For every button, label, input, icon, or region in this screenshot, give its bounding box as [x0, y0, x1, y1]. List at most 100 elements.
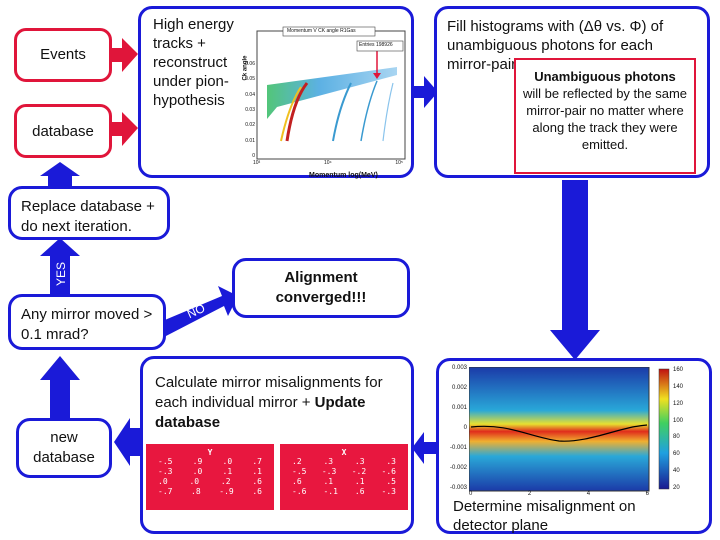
arrow-newdb-to-question — [40, 356, 80, 418]
note-title: Unambiguous photons — [534, 69, 676, 84]
ck-curve-1b — [280, 86, 302, 142]
table-cell: -.5 — [158, 457, 173, 466]
plot2-xtick: 4 — [586, 491, 591, 497]
question-text: Any mirror moved > 0.1 mrad? — [21, 306, 153, 343]
table-cell: .6 — [252, 487, 262, 496]
table-cell: .2 — [292, 457, 302, 466]
cbar-tick: 100 — [673, 417, 684, 424]
cbar-tick: 80 — [673, 434, 680, 441]
ck-band — [267, 67, 397, 119]
table-row: -.7 .8 -.9 .6 — [152, 487, 268, 497]
table-cell: .3 — [354, 457, 365, 466]
ck-curve-1 — [285, 82, 309, 142]
table-x-header: X — [341, 448, 347, 457]
plot1-ytick: 0.03 — [245, 106, 255, 113]
table-cell: .6 — [292, 477, 302, 486]
table-x: X .2.3.3.3 -.5 -.3 -.2 -.6 .6.1.1.5 -.6 -.1.… — [280, 444, 408, 510]
plot1-title: Momentum V CK angle R1Gas — [287, 28, 356, 34]
plot1-ytick: 0.04 — [245, 91, 255, 98]
plot2-ytick: -0.003 — [449, 485, 467, 491]
calculate-bold: Update database — [155, 394, 366, 431]
table-cell: .8 — [191, 487, 201, 496]
plot2-colorbar-ticks: 160 140 120 100 80 60 40 20 — [673, 367, 683, 491]
table-cell: .1 — [354, 477, 365, 486]
tracks-box: High energy tracks + reconstruct under p… — [138, 6, 414, 179]
table-cell: -.7 — [158, 487, 173, 496]
plot1-ytick: 0.02 — [245, 122, 255, 129]
arrow-no — [160, 286, 238, 336]
new-database-box: new database — [16, 418, 112, 478]
table-cell: .2 — [220, 477, 231, 486]
events-text: Events — [40, 46, 86, 63]
misalign-heatmap — [469, 367, 670, 492]
table-cell: -.9 — [219, 487, 234, 496]
entries-box — [356, 40, 404, 52]
plot1-xticks: 10³ 10⁴ 10⁵ — [253, 160, 403, 166]
table-row: -.6 -.1 .6 -.3 — [286, 487, 402, 497]
plot1-xtick: 10³ — [253, 160, 261, 166]
arrow-tracks-to-fill — [414, 76, 438, 108]
cbar-tick: 120 — [673, 400, 684, 407]
plot2-ytick: 0.001 — [451, 405, 467, 411]
plot1-entries: Entries 198926 — [359, 42, 393, 48]
replace-box: Replace database + do next iteration. — [8, 186, 170, 240]
plot1-xlabel: Momentum log(MeV) — [309, 172, 378, 179]
plot1-ytick: 0.05 — [245, 76, 255, 83]
table-row: .0 .0 .2 .6 — [152, 477, 268, 487]
table-y: Y -.5.9.0.7 -.3.0.1.1 .0.0.2.6 -.7.8 -.9.… — [146, 444, 274, 510]
table-cell: .1 — [252, 467, 262, 476]
table-cell: .3 — [386, 457, 396, 466]
table-row: .2 .3 .3 .3 — [286, 457, 402, 467]
unambiguous-note: Unambiguous photons will be reflected by… — [514, 58, 696, 174]
converged-box: Alignment converged!!! — [232, 258, 410, 318]
table-cell: .0 — [189, 477, 200, 486]
plot2-xtick: 6 — [645, 491, 649, 497]
note-body: will be reflected by the same mirror-pai… — [522, 86, 688, 152]
table-row: -.5 .9 .0 .7 — [152, 457, 268, 467]
table-cell: -.3 — [158, 467, 173, 476]
plot2-ytick: 0.003 — [451, 365, 467, 371]
table-cell: .6 — [354, 487, 365, 496]
ck-curve-4 — [382, 82, 394, 142]
table-cell: .1 — [222, 467, 233, 476]
fit-curve — [470, 424, 648, 442]
new-database-text: new database — [33, 429, 95, 466]
table-cell: .0 — [158, 477, 168, 486]
plot2-xtick: 0 — [469, 491, 473, 497]
table-cell: .1 — [323, 477, 334, 486]
misalign-box: 0.003 0.002 0.001 0 -0.001 -0.002 -0.003… — [436, 358, 712, 534]
table-cell: -.5 — [292, 467, 307, 476]
arrow-misalign-to-calculate — [412, 432, 436, 464]
plot1-ytick: 0.06 — [245, 61, 255, 67]
replace-text: Replace database + do next iteration. — [21, 198, 155, 235]
plot2-ytick: 0 — [463, 425, 467, 431]
calculate-text: Calculate mirror misalignments for each … — [155, 373, 405, 433]
events-box: Events — [14, 28, 112, 82]
ck-curve-2 — [332, 82, 352, 142]
arrow-replace-to-database — [40, 162, 80, 186]
tracks-text: High energy tracks + reconstruct under p… — [153, 16, 234, 109]
arrow-calculate-to-newdb — [114, 418, 140, 466]
table-cell: -.2 — [351, 467, 367, 476]
plot2-ytick: -0.002 — [449, 465, 467, 471]
plot2-yticks: 0.003 0.002 0.001 0 -0.001 -0.002 -0.003 — [441, 365, 467, 491]
cbar-tick: 140 — [673, 383, 684, 390]
plot1-title-box — [282, 26, 376, 37]
fill-text: Fill histograms with (Δθ vs. Φ) of unamb… — [447, 18, 664, 73]
table-cell: .6 — [252, 477, 262, 486]
plot1-xtick: 10⁴ — [323, 160, 332, 166]
table-cell: -.3 — [321, 467, 337, 476]
database-top-text: database — [32, 122, 94, 140]
table-y-header: Y — [207, 448, 213, 457]
plot2-ytick: 0.002 — [451, 385, 467, 391]
yes-label: YES — [54, 261, 68, 286]
table-cell: -.6 — [381, 467, 396, 476]
plot1-xtick: 10⁵ — [395, 160, 403, 166]
plot1-ytick: 0.01 — [245, 137, 255, 144]
table-cell: -.3 — [381, 487, 396, 496]
plot1-yticks: 0 0.01 0.02 0.03 0.04 0.05 0.06 — [237, 61, 255, 159]
table-cell: .7 — [252, 457, 262, 466]
table-row: -.3 .0 .1 .1 — [152, 467, 268, 477]
cbar-tick: 20 — [673, 484, 680, 491]
table-cell: .0 — [222, 457, 233, 466]
